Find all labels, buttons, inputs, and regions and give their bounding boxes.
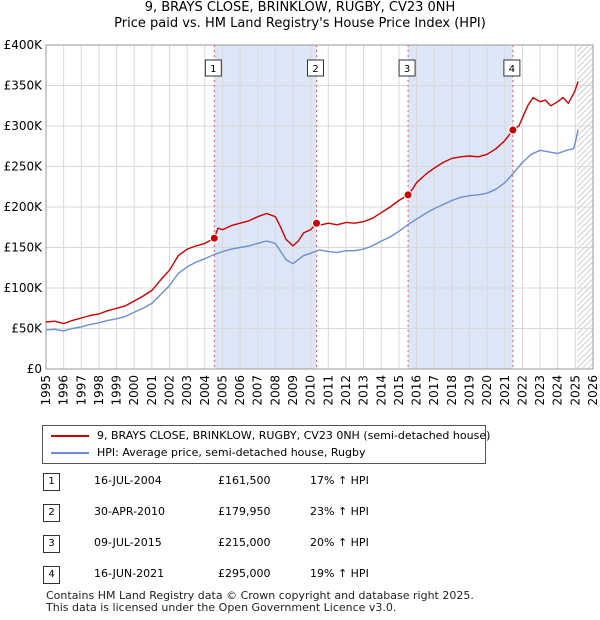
series-line-property xyxy=(45,81,579,325)
x-tick-label: 1995 xyxy=(39,375,53,406)
x-tick-label: 1997 xyxy=(74,375,88,406)
sale-marker-label: 1 xyxy=(210,64,216,75)
series-line-hpi xyxy=(45,129,579,332)
sale-marker: 3 xyxy=(43,535,60,553)
x-tick-label: 2008 xyxy=(268,375,282,406)
legend-item-property: 9, BRAYS CLOSE, BRINKLOW, RUGBY, CV23 0N… xyxy=(51,428,490,444)
y-tick-label: £350K xyxy=(4,79,44,93)
sale-marker: 1 xyxy=(43,473,60,491)
sale-marker-box xyxy=(307,59,325,77)
x-tick-label: 2004 xyxy=(198,375,212,406)
sale-point xyxy=(312,218,322,228)
y-tick-label: £200K xyxy=(4,200,44,214)
sale-marker-box xyxy=(503,59,521,77)
chart-title-block: 9, BRAYS CLOSE, BRINKLOW, RUGBY, CV23 0N… xyxy=(0,0,600,32)
footer-attribution: Contains HM Land Registry data © Crown c… xyxy=(46,590,474,614)
chart-title: 9, BRAYS CLOSE, BRINKLOW, RUGBY, CV23 0N… xyxy=(144,0,456,15)
table-row: 2 30-APR-2010 £179,950 23% ↑ HPI xyxy=(42,503,482,534)
x-tick-label: 2009 xyxy=(286,375,300,406)
x-tick-label: 2020 xyxy=(480,375,494,406)
x-tick-label: 2005 xyxy=(215,375,229,406)
sale-marker-box xyxy=(204,59,222,77)
x-tick-label: 2007 xyxy=(251,375,265,406)
x-tick-label: 1998 xyxy=(92,375,106,406)
sale-price: £179,950 xyxy=(218,505,271,518)
x-tick-label: 2000 xyxy=(127,375,141,406)
table-row: 3 09-JUL-2015 £215,000 20% ↑ HPI xyxy=(42,534,482,565)
x-tick-label: 2017 xyxy=(427,375,441,406)
footer-line: This data is licensed under the Open Gov… xyxy=(46,601,397,614)
y-tick-label: £250K xyxy=(4,160,44,174)
legend-item-hpi: HPI: Average price, semi-detached house,… xyxy=(51,445,365,461)
y-tick-label: £0 xyxy=(27,362,42,376)
sale-hpi-change: 17% ↑ HPI xyxy=(310,474,369,487)
plot-frame xyxy=(45,44,594,370)
sale-point xyxy=(209,233,219,243)
x-tick-label: 2021 xyxy=(498,375,512,406)
sale-marker-label: 3 xyxy=(404,64,410,75)
chart-subtitle: Price paid vs. HM Land Registry's House … xyxy=(114,16,486,31)
x-tick-label: 2026 xyxy=(586,375,600,406)
x-tick-label: 2015 xyxy=(392,375,406,406)
x-tick-label: 2014 xyxy=(374,375,388,406)
x-tick-label: 2006 xyxy=(233,375,247,406)
legend-label-property: 9, BRAYS CLOSE, BRINKLOW, RUGBY, CV23 0N… xyxy=(97,429,491,442)
x-tick-label: 2022 xyxy=(515,375,529,406)
sale-price: £161,500 xyxy=(218,474,271,487)
sale-point xyxy=(403,190,413,200)
x-tick-label: 2003 xyxy=(180,375,194,406)
y-tick-label: £150K xyxy=(4,241,44,255)
x-tick-label: 2013 xyxy=(357,375,371,406)
x-tick-label: 2011 xyxy=(321,375,335,406)
table-row: 4 16-JUN-2021 £295,000 19% ↑ HPI xyxy=(42,565,482,596)
sale-point xyxy=(508,125,518,135)
x-tick-label: 2018 xyxy=(445,375,459,406)
sale-marker: 2 xyxy=(43,504,60,522)
y-tick-label: £50K xyxy=(11,322,43,336)
x-tick-label: 1996 xyxy=(57,375,71,406)
y-tick-label: £100K xyxy=(4,281,44,295)
sale-marker-label: 4 xyxy=(509,64,515,75)
sale-marker-box xyxy=(398,59,416,77)
price-chart: £0 £50K £100K £150K £200K £250K £300K £350K £400… xyxy=(4,38,600,406)
sale-date: 30-APR-2010 xyxy=(94,505,166,518)
footer-line: Contains HM Land Registry data © Crown c… xyxy=(46,589,474,602)
legend-line-hpi xyxy=(51,452,89,454)
legend: 9, BRAYS CLOSE, BRINKLOW, RUGBY, CV23 0N… xyxy=(42,425,490,464)
y-tick-label: £400K xyxy=(4,38,44,52)
x-tick-label: 2016 xyxy=(410,375,424,406)
x-tick-label: 2010 xyxy=(304,375,318,406)
x-tick-label: 2002 xyxy=(163,375,177,406)
sale-marker-label: 2 xyxy=(312,64,318,75)
sale-hpi-change: 23% ↑ HPI xyxy=(310,505,369,518)
x-tick-label: 2019 xyxy=(462,375,476,406)
sale-hpi-change: 20% ↑ HPI xyxy=(310,536,369,549)
sale-price: £295,000 xyxy=(218,567,271,580)
x-tick-label: 2012 xyxy=(339,375,353,406)
x-tick-label: 1999 xyxy=(110,375,124,406)
legend-line-property xyxy=(51,435,89,437)
sale-marker: 4 xyxy=(43,566,60,584)
sale-date: 09-JUL-2015 xyxy=(94,536,162,549)
x-tick-label: 2023 xyxy=(533,375,547,406)
table-row: 1 16-JUL-2004 £161,500 17% ↑ HPI xyxy=(42,472,482,503)
sale-date: 16-JUN-2021 xyxy=(94,567,165,580)
sale-hpi-change: 19% ↑ HPI xyxy=(310,567,369,580)
y-tick-label: £300K xyxy=(4,119,44,133)
x-tick-label: 2001 xyxy=(145,375,159,406)
legend-label-hpi: HPI: Average price, semi-detached house,… xyxy=(97,446,366,459)
x-tick-label: 2024 xyxy=(551,375,565,406)
sale-date: 16-JUL-2004 xyxy=(94,474,162,487)
sales-table: 1 16-JUL-2004 £161,500 17% ↑ HPI 2 30-AP… xyxy=(42,472,482,596)
sale-price: £215,000 xyxy=(218,536,271,549)
x-tick-label: 2025 xyxy=(568,375,582,406)
